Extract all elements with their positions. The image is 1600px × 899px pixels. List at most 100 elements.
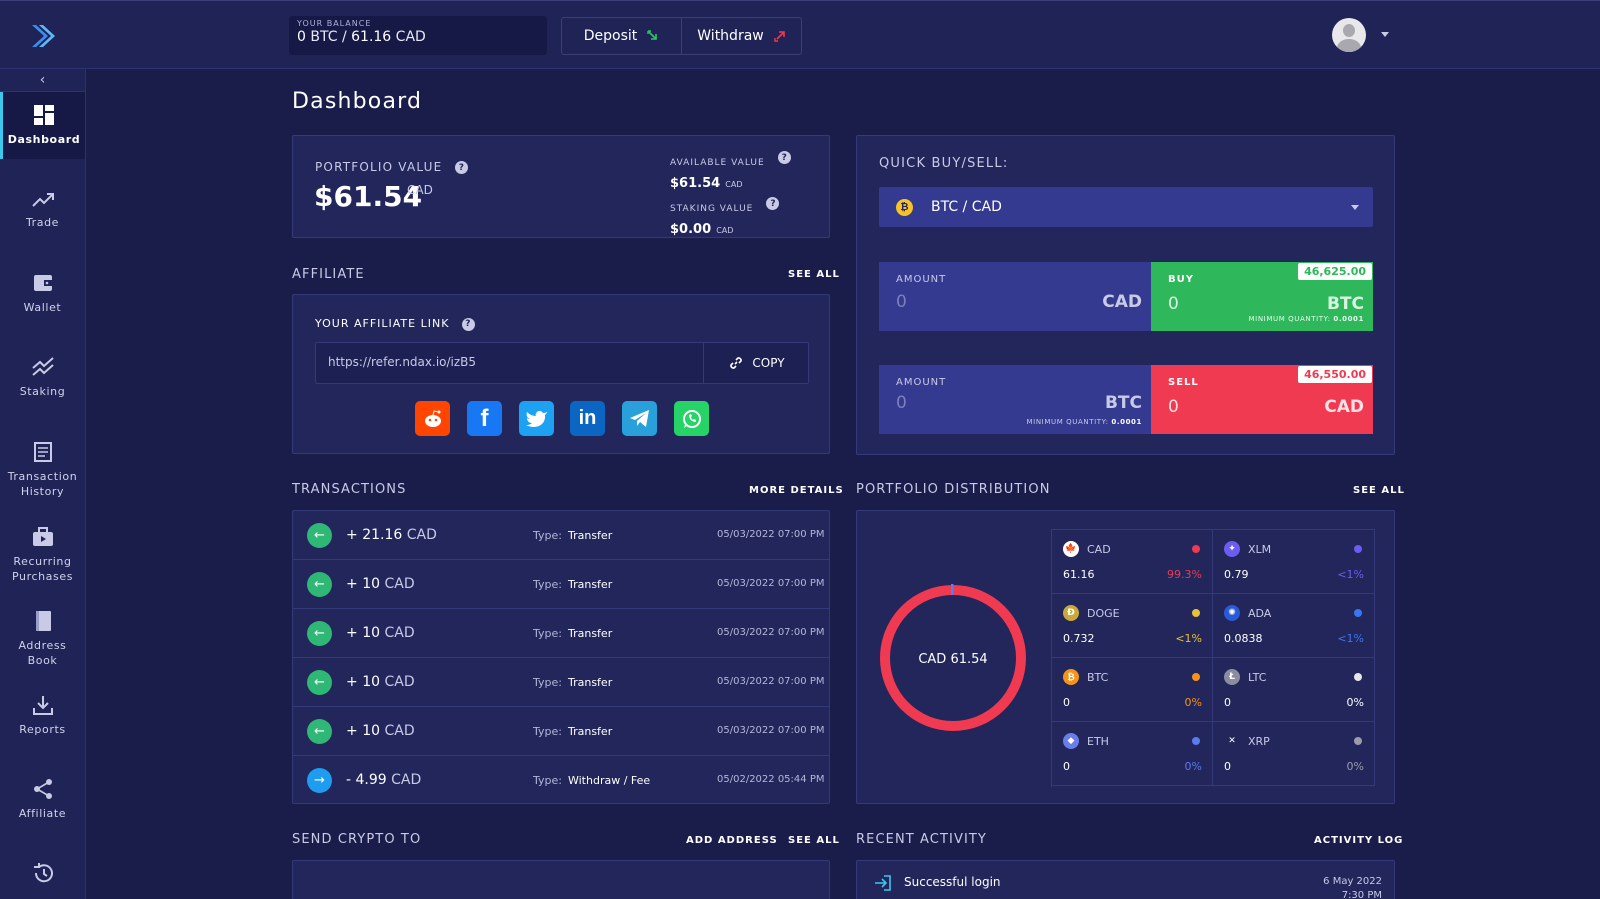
- trade-icon: [31, 193, 54, 207]
- buy-button[interactable]: BUY 46,625.00 0 BTC MINIMUM QUANTITY: 0.…: [1151, 262, 1373, 331]
- whatsapp-icon[interactable]: [674, 401, 709, 436]
- withdraw-button[interactable]: Withdraw: [681, 18, 801, 54]
- distribution-section-title: PORTFOLIO DISTRIBUTION: [856, 482, 1051, 497]
- transaction-row[interactable]: ← + 10 CAD Type: Transfer 05/03/2022 07:00 P…: [293, 560, 829, 609]
- sidebar-item-reports[interactable]: Reports: [0, 694, 85, 737]
- help-icon[interactable]: ?: [455, 161, 469, 174]
- sidebar-item-affiliate[interactable]: Affiliate: [0, 778, 85, 821]
- reddit-icon[interactable]: [415, 401, 450, 436]
- transaction-date: 05/03/2022 07:00 PM: [717, 676, 825, 687]
- collapse-sidebar-button[interactable]: ‹: [0, 69, 85, 92]
- asset-color-dot: [1192, 609, 1200, 617]
- sell-currency: CAD: [1324, 397, 1364, 417]
- transaction-type-value: Withdraw / Fee: [567, 774, 651, 787]
- buy-value: 0: [1168, 294, 1179, 314]
- distribution-asset-ltc[interactable]: Ł LTC 0 0%: [1213, 658, 1375, 722]
- buy-amount-input[interactable]: AMOUNT 0 CAD: [879, 262, 1151, 331]
- transaction-type-value: Transfer: [567, 627, 613, 640]
- sidebar-item-label: Dashboard: [7, 133, 81, 146]
- pair-select-value: BTC / CAD: [931, 199, 1002, 215]
- transaction-sign: +: [346, 674, 358, 690]
- sell-button[interactable]: SELL 46,550.00 0 CAD: [1151, 365, 1373, 434]
- asset-amount: 0.0838: [1224, 632, 1263, 645]
- pair-select[interactable]: ₿ BTC / CAD: [879, 187, 1373, 227]
- transaction-currency: CAD: [384, 674, 415, 690]
- distribution-asset-ada[interactable]: ✺ ADA 0.0838 <1%: [1213, 594, 1375, 658]
- deposit-button[interactable]: Deposit: [562, 18, 681, 54]
- asset-color-dot: [1354, 545, 1362, 553]
- available-value-amount: $61.54: [670, 176, 721, 191]
- help-icon[interactable]: ?: [461, 317, 475, 331]
- distribution-see-all-link[interactable]: SEE ALL: [1353, 485, 1405, 496]
- transaction-date: 05/03/2022 07:00 PM: [717, 529, 825, 540]
- login-icon: [875, 875, 891, 891]
- sell-min-value: 0.0001: [1111, 418, 1142, 426]
- asset-amount: 0.79: [1224, 568, 1249, 581]
- staking-value-currency: CAD: [716, 226, 734, 235]
- stellar-icon: ✦: [1224, 541, 1240, 557]
- transactions-more-details-link[interactable]: MORE DETAILS: [749, 485, 844, 496]
- transaction-type-label: Type:: [533, 627, 562, 640]
- donut-center-label: CAD 61.54: [918, 652, 987, 667]
- asset-color-dot: [1192, 673, 1200, 681]
- transaction-row[interactable]: ← + 10 CAD Type: Transfer 05/03/2022 07:00 P…: [293, 609, 829, 658]
- sidebar-item-trade[interactable]: Trade: [0, 189, 85, 230]
- distribution-asset-eth[interactable]: ◆ ETH 0 0%: [1052, 722, 1213, 786]
- user-menu-chevron-icon[interactable]: [1381, 32, 1389, 37]
- transaction-type-label: Type:: [533, 725, 562, 738]
- affiliate-icon: [33, 779, 52, 799]
- sidebar-item-transaction-history[interactable]: Transaction History: [0, 441, 85, 499]
- sidebar-item-label: Reports: [19, 723, 66, 736]
- affiliate-link-field[interactable]: https://refer.ndax.io/izB5: [315, 342, 809, 384]
- activity-item-label: Successful login: [904, 875, 1001, 889]
- sell-amount-input[interactable]: AMOUNT 0 BTC MINIMUM QUANTITY: 0.0001: [879, 365, 1151, 434]
- copy-button[interactable]: COPY: [703, 342, 809, 384]
- add-address-link[interactable]: ADD ADDRESS: [686, 835, 778, 846]
- send-crypto-see-all-link[interactable]: SEE ALL: [788, 835, 840, 846]
- transaction-row[interactable]: ← + 10 CAD Type: Transfer 05/03/2022 07:00 P…: [293, 658, 829, 707]
- activity-item[interactable]: Successful login 6 May 2022 7:30 PM: [857, 861, 1396, 899]
- asset-amount: 0: [1063, 760, 1070, 773]
- transaction-row[interactable]: ← + 21.16 CAD Type: Transfer 05/03/2022 07:0…: [293, 511, 829, 560]
- activity-log-link[interactable]: ACTIVITY LOG: [1314, 835, 1404, 846]
- balance-btc: 0: [297, 29, 306, 45]
- affiliate-link-label: YOUR AFFILIATE LINK: [315, 317, 450, 330]
- recent-activity-section-title: RECENT ACTIVITY: [856, 832, 987, 847]
- dashboard-icon: [34, 105, 54, 125]
- distribution-asset-xrp[interactable]: ✕ XRP 0 0%: [1213, 722, 1375, 786]
- distribution-asset-xlm[interactable]: ✦ XLM 0.79 <1%: [1213, 530, 1375, 594]
- sidebar-item-wallet[interactable]: Wallet: [0, 272, 85, 315]
- asset-percentage: <1%: [1175, 632, 1202, 645]
- transactions-section-title: TRANSACTIONS: [292, 482, 407, 497]
- ndax-logo[interactable]: [28, 21, 58, 51]
- help-icon[interactable]: ?: [777, 151, 791, 164]
- distribution-asset-doge[interactable]: Ð DOGE 0.732 <1%: [1052, 594, 1213, 658]
- transaction-type-value: Transfer: [567, 578, 613, 591]
- dogecoin-icon: Ð: [1063, 605, 1079, 621]
- help-icon[interactable]: ?: [766, 197, 780, 210]
- twitter-icon[interactable]: [519, 401, 554, 436]
- transaction-type-value: Transfer: [567, 725, 613, 738]
- linkedin-icon[interactable]: in: [570, 401, 605, 436]
- sidebar-item-staking[interactable]: Staking: [0, 356, 85, 399]
- transaction-row[interactable]: ← + 10 CAD Type: Transfer 05/03/2022 07:00 P…: [293, 707, 829, 756]
- telegram-icon[interactable]: [622, 401, 657, 436]
- transaction-row[interactable]: → - 4.99 CAD Type: Withdraw / Fee 05/02/2022…: [293, 756, 829, 805]
- asset-name: ADA: [1248, 607, 1272, 620]
- distribution-asset-btc[interactable]: ₿ BTC 0 0%: [1052, 658, 1213, 722]
- link-icon: [730, 357, 743, 369]
- sidebar-item-recurring-purchases[interactable]: Recurring Purchases: [0, 526, 85, 584]
- available-value-label: AVAILABLE VALUE: [670, 158, 765, 168]
- sidebar-item-history[interactable]: [0, 862, 85, 890]
- buy-amount-value: 0: [896, 292, 907, 312]
- chevron-left-icon: ‹: [39, 72, 46, 88]
- history-icon: [33, 863, 53, 883]
- sidebar-item-address-book[interactable]: Address Book: [0, 610, 85, 668]
- sidebar-item-dashboard[interactable]: Dashboard: [0, 92, 85, 159]
- affiliate-see-all-link[interactable]: SEE ALL: [788, 269, 840, 280]
- transaction-type: Type: Transfer: [533, 627, 612, 640]
- distribution-asset-cad[interactable]: 🍁 CAD 61.16 99.3%: [1052, 530, 1213, 594]
- balance-cad: 61.16: [351, 29, 392, 45]
- facebook-icon[interactable]: f: [467, 401, 502, 436]
- avatar[interactable]: [1332, 18, 1366, 52]
